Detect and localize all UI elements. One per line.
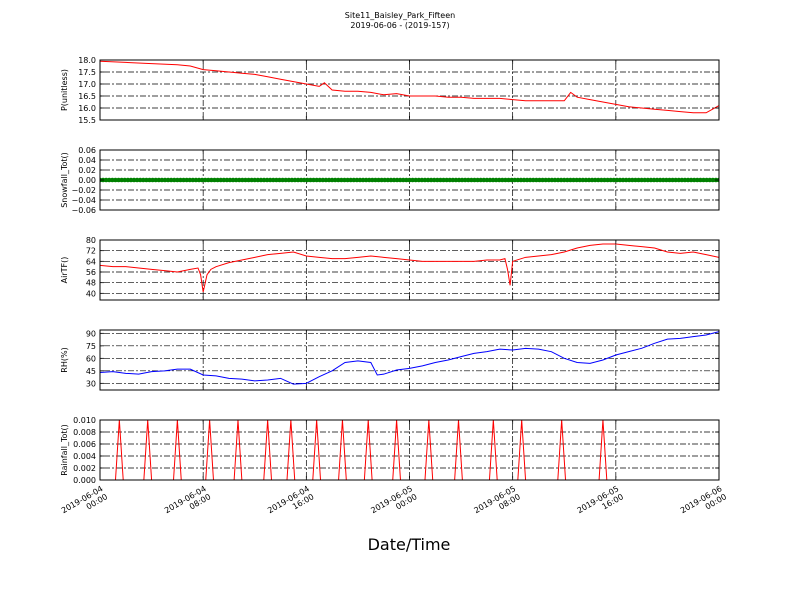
panel-5: 0.010 0.008 0.006 0.004 0.002 0.000 Rainfall_T… bbox=[60, 416, 720, 485]
x-axis-label: Date/Time bbox=[368, 535, 451, 554]
y-tick-label: 0.02 bbox=[78, 166, 96, 175]
x-tick-label: 2019-06-0500:00 bbox=[369, 484, 418, 523]
y-tick-label: 0.010 bbox=[73, 416, 96, 425]
series-line bbox=[100, 243, 719, 293]
y-tick-label: 48 bbox=[86, 279, 96, 288]
y-tick-label: 17.0 bbox=[78, 80, 96, 89]
x-tick-label: 2019-06-0400:00 bbox=[60, 484, 109, 523]
y-tick-label: 30 bbox=[86, 379, 96, 388]
y-tick-label: 40 bbox=[86, 289, 96, 298]
y-axis-label: Rainfall_Tot() bbox=[60, 424, 69, 476]
y-tick-label: 0.04 bbox=[78, 156, 96, 165]
y-tick-label: 80 bbox=[86, 236, 96, 245]
y-tick-label: −0.02 bbox=[71, 186, 96, 195]
y-tick-label: 56 bbox=[86, 268, 96, 277]
y-tick-label: 0.002 bbox=[73, 464, 96, 473]
y-tick-label: −0.04 bbox=[71, 196, 96, 205]
panel-1: 18.0 17.5 17.0 16.5 16.0 15.5 P(unitless) bbox=[60, 56, 720, 125]
data-layer bbox=[100, 420, 719, 480]
y-tick-label: 15.5 bbox=[78, 116, 96, 125]
y-tick-label: 17.5 bbox=[78, 68, 96, 77]
y-tick-label: 72 bbox=[86, 247, 96, 256]
y-tick-label: 0.00 bbox=[78, 176, 96, 185]
panel-2: 0.060.040.020.00−0.02−0.04−0.06Snowfall_… bbox=[60, 146, 720, 215]
data-layer bbox=[100, 177, 719, 183]
y-tick-label: 16.0 bbox=[78, 104, 96, 113]
y-tick-label: 0.006 bbox=[73, 440, 96, 449]
y-tick-label: 0.000 bbox=[73, 476, 96, 485]
series-line bbox=[100, 331, 719, 385]
y-axis-label: P(unitless) bbox=[60, 69, 69, 111]
x-tick-label: 2019-06-0416:00 bbox=[266, 484, 315, 523]
x-tick-label: 2019-06-0516:00 bbox=[576, 484, 625, 523]
y-tick-label: 90 bbox=[86, 329, 96, 338]
y-tick-label: 45 bbox=[86, 367, 96, 376]
data-layer bbox=[100, 331, 719, 385]
panel-4: 90 75 60 45 30 RH(%) bbox=[60, 329, 720, 391]
y-axis-label: RH(%) bbox=[60, 347, 69, 372]
chart-title-line2: 2019-06-06 - (2019-157) bbox=[350, 21, 449, 30]
y-tick-label: 60 bbox=[86, 354, 96, 363]
series-line bbox=[100, 420, 719, 480]
data-layer bbox=[100, 60, 719, 114]
x-tick-label: 2019-06-0408:00 bbox=[163, 484, 212, 523]
y-tick-label: 0.06 bbox=[78, 146, 96, 155]
y-tick-label: 64 bbox=[86, 257, 96, 266]
x-tick-label: 2019-06-0508:00 bbox=[472, 484, 521, 523]
y-tick-label: −0.06 bbox=[71, 206, 96, 215]
y-tick-label: 75 bbox=[86, 342, 96, 351]
y-tick-label: 0.008 bbox=[73, 428, 96, 437]
x-tick-labels: 2019-06-0400:00 2019-06-0408:00 2019-06-04… bbox=[60, 484, 728, 523]
panels: 18.017.517.016.516.015.5P(unitless)0.060… bbox=[60, 56, 720, 485]
chart-title-line1: Site11_Baisley_Park_Fifteen bbox=[345, 11, 455, 20]
y-axis-label: AirTF() bbox=[60, 257, 69, 284]
y-axis-label: Snowfall_Tot() bbox=[60, 152, 69, 208]
data-layer bbox=[100, 243, 719, 293]
y-tick-label: 18.0 bbox=[78, 56, 96, 65]
y-tick-label: 16.5 bbox=[78, 92, 96, 101]
x-tick-label: 2019-06-0600:00 bbox=[679, 484, 728, 523]
series-line bbox=[100, 60, 719, 114]
y-tick-label: 0.004 bbox=[73, 452, 96, 461]
